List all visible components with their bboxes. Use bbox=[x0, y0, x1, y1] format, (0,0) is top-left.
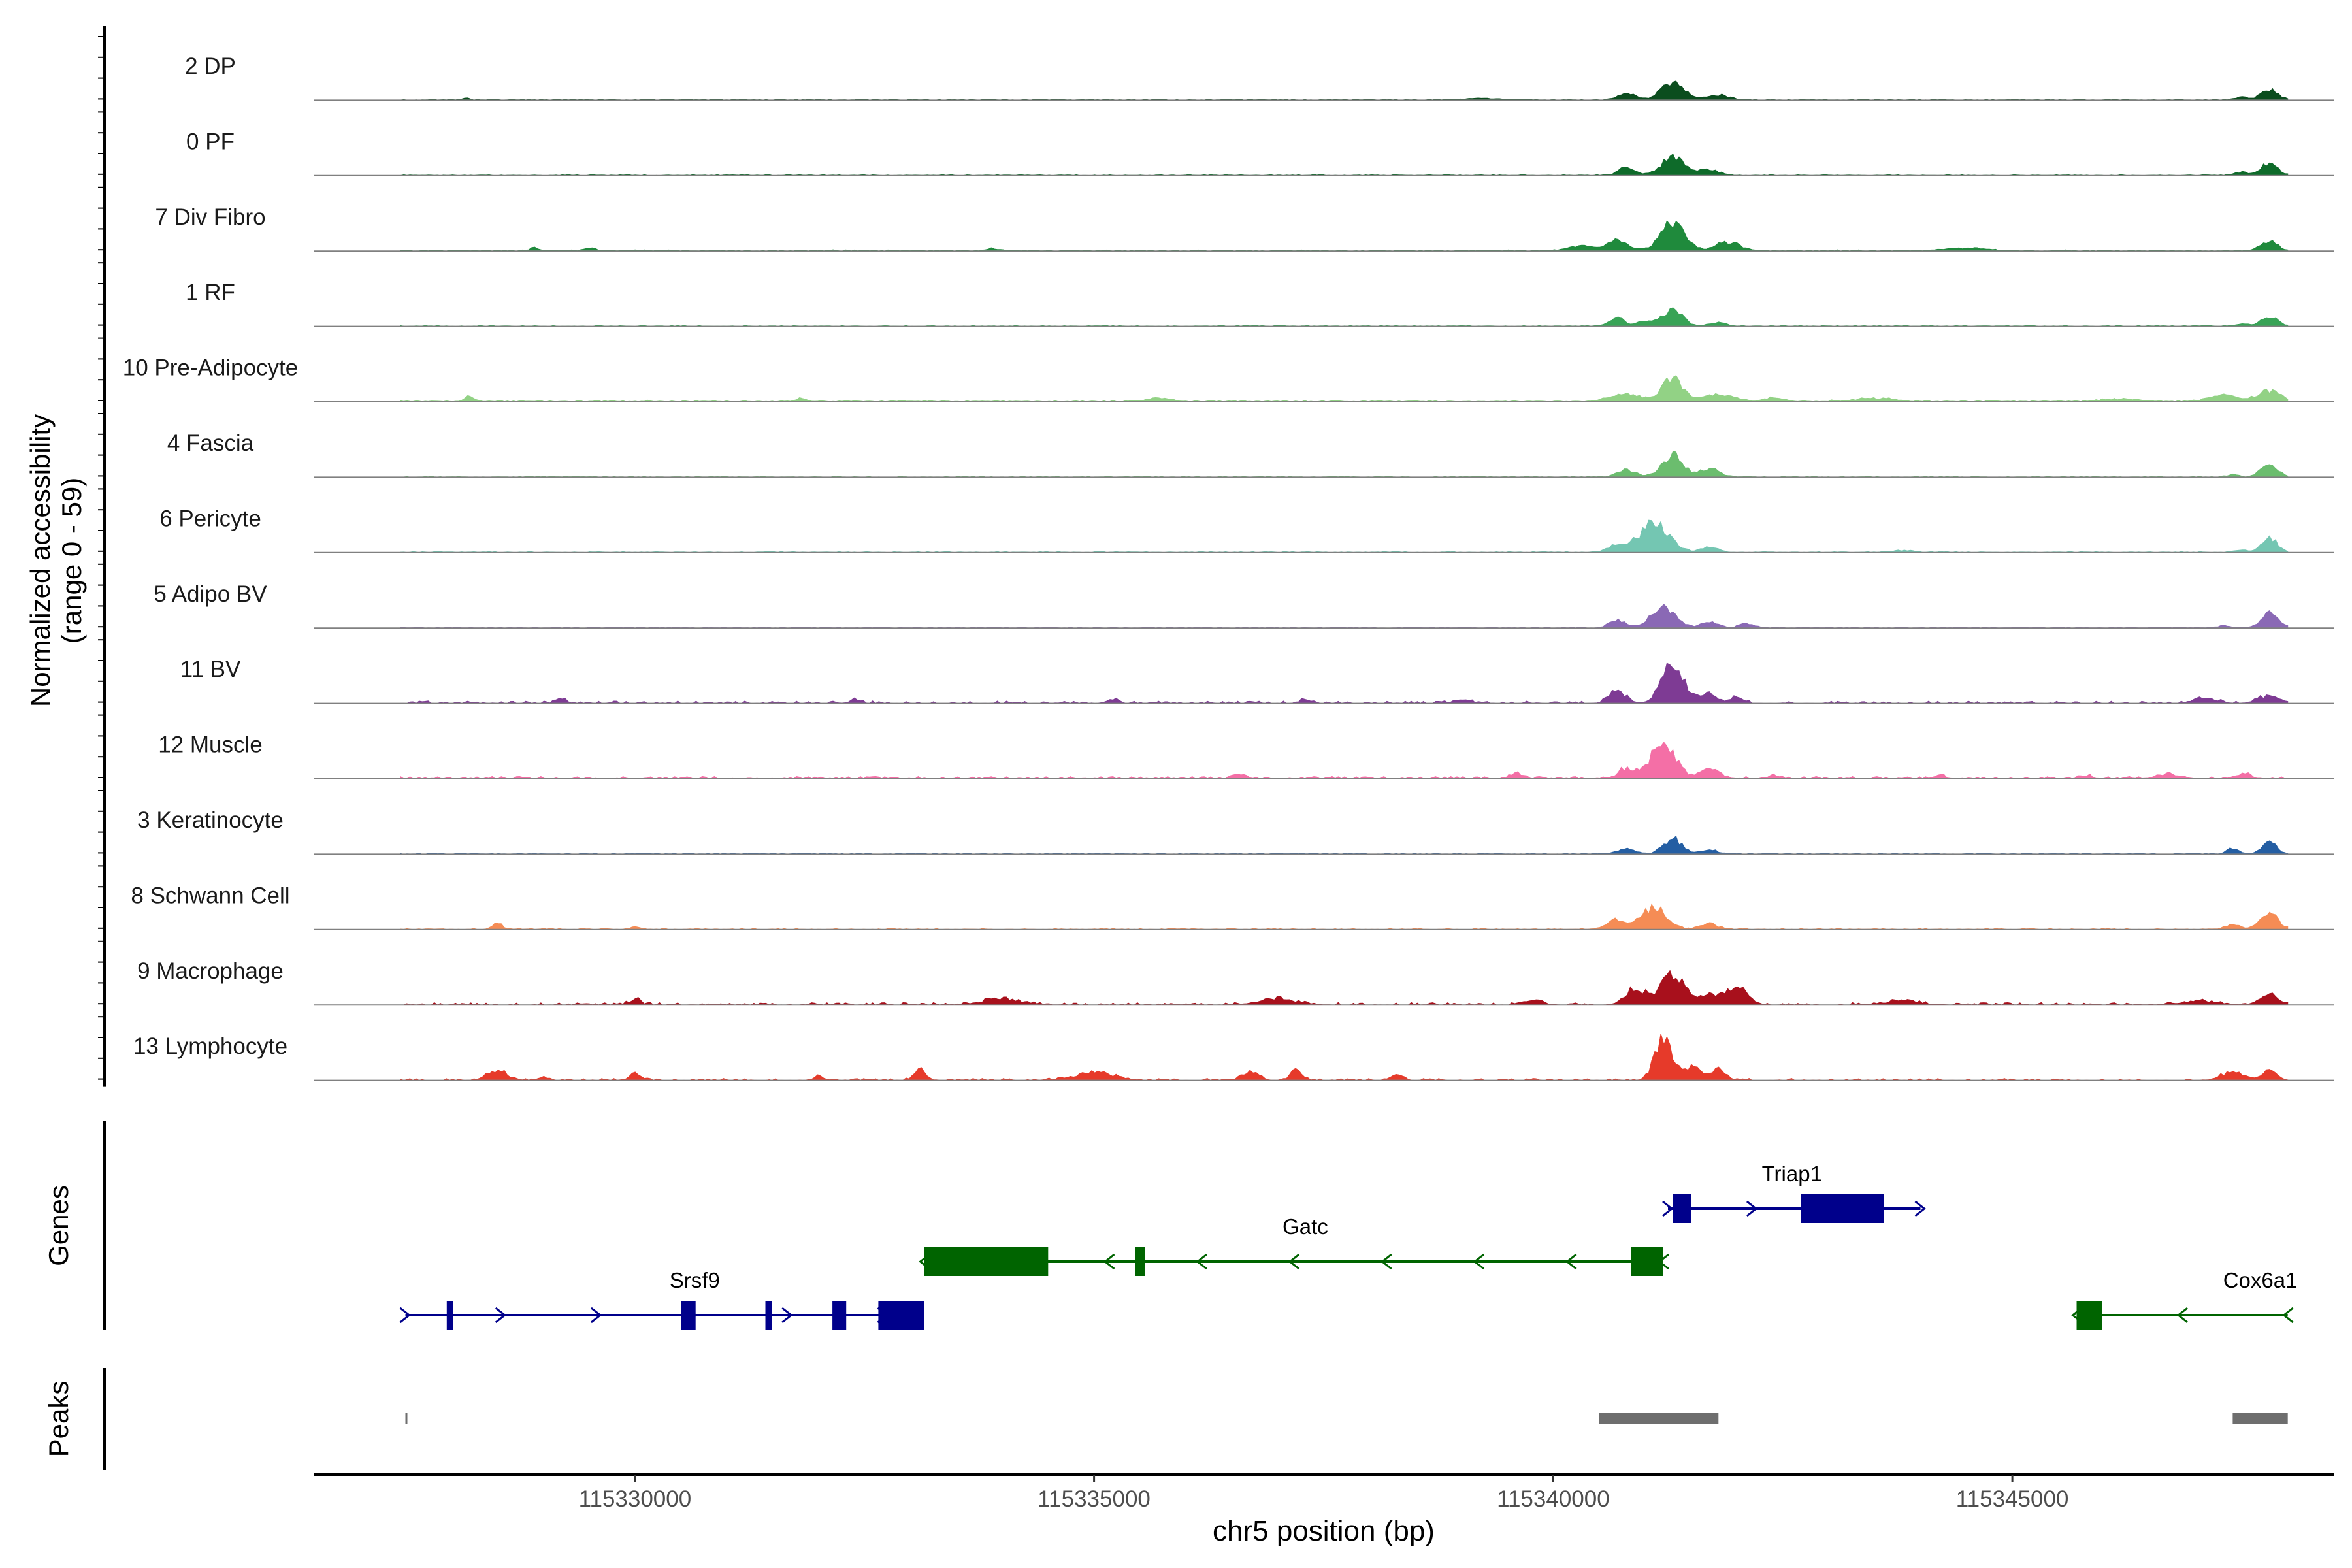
track-3: 1 RF bbox=[186, 280, 2334, 327]
peak-track bbox=[405, 1413, 2288, 1424]
track-label: 13 Lymphocyte bbox=[133, 1034, 287, 1059]
strand-arrow bbox=[2282, 1307, 2294, 1324]
peak-region bbox=[2232, 1413, 2288, 1424]
strand-arrow bbox=[781, 1307, 793, 1324]
exon bbox=[446, 1301, 453, 1330]
exon bbox=[1801, 1194, 1884, 1223]
y-axis-range: (range 0 - 59) bbox=[56, 478, 87, 644]
track-0: 2 DP bbox=[185, 54, 2334, 101]
track-6: 6 Pericyte bbox=[159, 506, 2334, 553]
track-label: 4 Fascia bbox=[167, 431, 254, 456]
exon bbox=[924, 1247, 1049, 1276]
gene-gatc: Gatc bbox=[919, 1215, 1669, 1276]
track-label: 1 RF bbox=[186, 280, 235, 305]
gene-label: Triap1 bbox=[1762, 1162, 1822, 1186]
coverage-area bbox=[400, 835, 2289, 855]
track-5: 4 Fascia bbox=[167, 431, 2334, 478]
coverage-area bbox=[400, 375, 2289, 402]
track-label: 6 Pericyte bbox=[159, 506, 261, 531]
strand-arrow bbox=[1473, 1253, 1485, 1270]
coverage-area bbox=[400, 662, 2289, 704]
y-axis-title: Normalized accessibility bbox=[25, 414, 56, 707]
gene-label: Gatc bbox=[1282, 1215, 1328, 1239]
gene-srsf9: Srsf9 bbox=[399, 1268, 924, 1330]
strand-arrow bbox=[1103, 1253, 1115, 1270]
exon bbox=[1631, 1247, 1663, 1276]
track-label: 10 Pre-Adipocyte bbox=[123, 355, 298, 381]
strand-arrow bbox=[1662, 1200, 1674, 1217]
track-label: 11 BV bbox=[180, 657, 241, 682]
exon bbox=[832, 1301, 847, 1330]
coverage-area bbox=[400, 519, 2289, 553]
track-1: 0 PF bbox=[186, 129, 2334, 176]
track-label: 3 Keratinocyte bbox=[137, 808, 284, 833]
strand-arrow bbox=[1196, 1253, 1207, 1270]
track-12: 9 Macrophage bbox=[137, 958, 2334, 1006]
track-label: 12 Muscle bbox=[158, 732, 263, 758]
coverage-area bbox=[400, 451, 2289, 478]
strand-arrow bbox=[399, 1307, 411, 1324]
y-axis bbox=[98, 26, 106, 1087]
peak-region bbox=[1599, 1413, 1719, 1424]
strand-arrow bbox=[1746, 1200, 1758, 1217]
x-axis-title: chr5 position (bp) bbox=[1213, 1515, 1435, 1547]
track-label: 7 Div Fibro bbox=[155, 204, 265, 230]
track-2: 7 Div Fibro bbox=[155, 204, 2334, 252]
gene-triap1: Triap1 bbox=[1662, 1162, 1926, 1223]
coverage-area bbox=[400, 1033, 2289, 1081]
peak-region bbox=[405, 1413, 408, 1424]
x-tick-label: 115335000 bbox=[1037, 1486, 1151, 1512]
strand-arrow bbox=[1914, 1200, 1926, 1217]
gene-label: Cox6a1 bbox=[2223, 1268, 2298, 1292]
coverage-tracks: 2 DP 0 PF 7 Div Fibro 1 RF 10 Pre-Adipocyte 4… bbox=[123, 54, 2334, 1081]
exon bbox=[681, 1301, 696, 1330]
coverage-area bbox=[400, 80, 2289, 101]
strand-arrow bbox=[495, 1307, 507, 1324]
exon bbox=[765, 1301, 772, 1330]
track-label: 0 PF bbox=[186, 129, 235, 154]
coverage-area bbox=[400, 220, 2289, 252]
x-axis: 115330000 115335000 115340000 115345000 bbox=[314, 1473, 2334, 1512]
gene-cox6a1: Cox6a1 bbox=[2071, 1268, 2298, 1330]
track-11: 8 Schwann Cell bbox=[131, 883, 2334, 930]
track-label: 5 Adipo BV bbox=[154, 581, 267, 607]
track-8: 11 BV bbox=[180, 657, 2334, 704]
x-tick-label: 115330000 bbox=[579, 1486, 692, 1512]
track-7: 5 Adipo BV bbox=[154, 581, 2334, 629]
track-9: 12 Muscle bbox=[158, 732, 2334, 779]
peaks-track-label: Peaks bbox=[43, 1381, 74, 1458]
coverage-area bbox=[400, 742, 2288, 779]
strand-arrow bbox=[1380, 1253, 1392, 1270]
exon bbox=[1135, 1247, 1145, 1276]
track-label: 2 DP bbox=[185, 54, 236, 79]
exon bbox=[878, 1301, 924, 1330]
strand-arrow bbox=[1565, 1253, 1577, 1270]
genes-track-label: Genes bbox=[43, 1185, 74, 1266]
gene-track: Srsf9 Gatc Triap1 Cox6a1 bbox=[399, 1162, 2298, 1330]
coverage-area bbox=[400, 903, 2289, 930]
exon bbox=[1673, 1194, 1691, 1223]
coverage-area bbox=[400, 154, 2289, 176]
track-13: 13 Lymphocyte bbox=[133, 1033, 2334, 1081]
strand-arrow bbox=[1288, 1253, 1300, 1270]
gene-label: Srsf9 bbox=[670, 1268, 720, 1292]
track-10: 3 Keratinocyte bbox=[137, 808, 2334, 855]
x-tick-label: 115340000 bbox=[1497, 1486, 1610, 1512]
track-label: 8 Schwann Cell bbox=[131, 883, 289, 908]
x-tick-label: 115345000 bbox=[1956, 1486, 2069, 1512]
strand-arrow bbox=[2176, 1307, 2189, 1324]
track-4: 10 Pre-Adipocyte bbox=[123, 355, 2334, 402]
exon bbox=[2076, 1301, 2102, 1330]
track-label: 9 Macrophage bbox=[137, 958, 284, 984]
strand-arrow bbox=[590, 1307, 602, 1324]
coverage-area bbox=[400, 604, 2289, 629]
coverage-area bbox=[400, 970, 2289, 1005]
coverage-area bbox=[400, 307, 2289, 327]
